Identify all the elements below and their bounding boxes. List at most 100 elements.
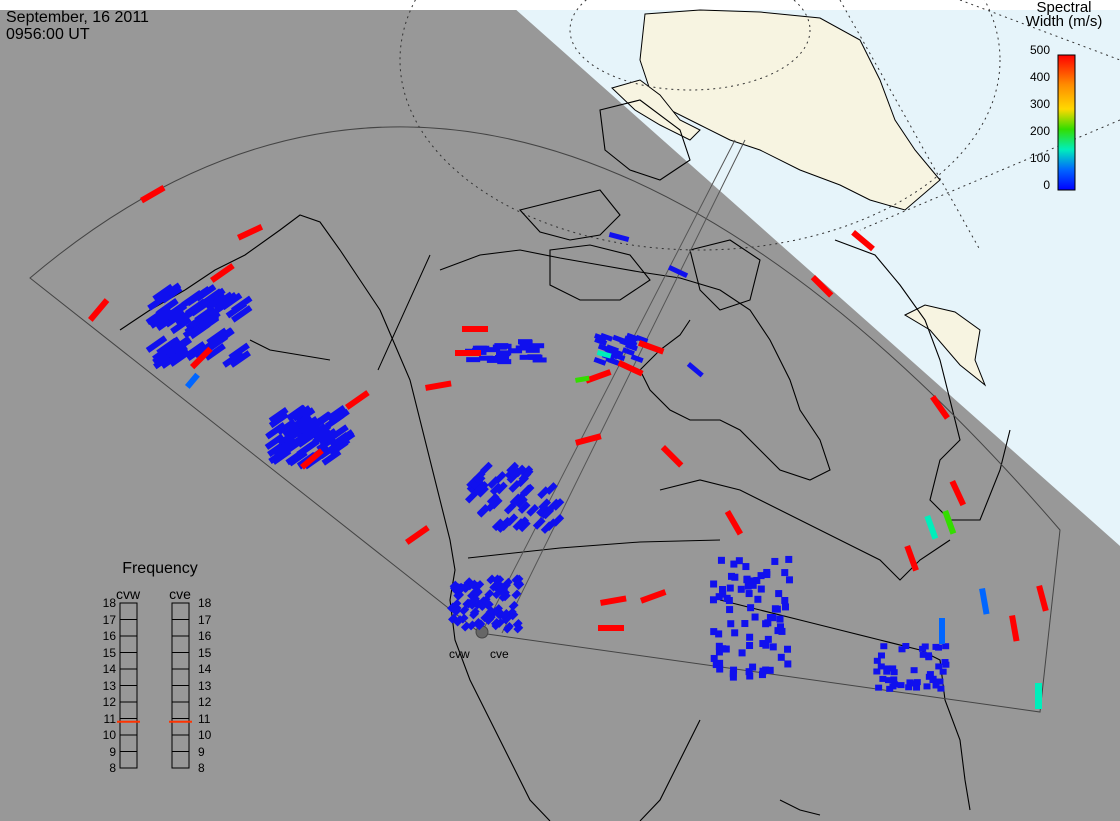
echo-cell [939,618,945,644]
echo-cell [229,350,251,368]
echo-cell [762,620,770,628]
echo-cell [637,339,665,355]
echo-cell [544,482,558,495]
echo-cell [667,264,689,278]
echo-cell [746,642,754,650]
frequency-tick: 11 [103,711,116,726]
echo-cell [276,418,297,436]
frequency-radar-cvw: cvw [115,586,141,602]
echo-cell [598,625,624,631]
echo-cell [737,585,745,593]
echo-cell [745,590,753,598]
echo-cell [508,610,519,621]
echo-cell [781,596,789,604]
colorbar-title-line2: Width (m/s) [1025,13,1103,30]
echo-cell [729,673,737,681]
echo-cell [495,609,506,620]
date-label: September, 16 2011 [6,9,149,26]
echo-cell [785,576,793,584]
echo-cell [710,628,718,636]
echo-cell [639,589,667,604]
echo-cell [921,643,929,650]
echo-cell [165,340,188,359]
echo-cell [515,345,530,351]
echo-cell [469,594,480,605]
echo-cell [630,354,644,364]
dayside-region [505,0,1120,546]
echo-cell [292,429,313,446]
echo-cell [489,496,503,510]
echo-cell [169,349,191,367]
frequency-tick: 17 [102,612,116,627]
echo-cell [451,606,462,617]
echo-cell [201,288,223,306]
echo-cell [299,438,320,456]
echo-cell [317,428,338,445]
echo-cell [715,593,723,601]
frequency-tick: 12 [102,695,116,709]
echo-cell [771,557,779,565]
echo-cell [500,608,511,619]
echo-cell [404,525,430,545]
colorbar-tick: 300 [1029,97,1050,111]
echo-cell [897,682,905,689]
echo-cell [883,668,891,675]
echo-cell [181,290,203,308]
echo-cell [486,347,501,353]
frequency-tick: 11 [198,711,211,726]
echo-cell [462,326,488,332]
echo-cell [485,606,496,617]
echo-cell [165,303,188,321]
echo-cell [742,563,750,571]
echo-cell [939,668,947,675]
echo-cell [326,404,347,422]
echo-cell [159,282,182,300]
echo-cell [880,643,888,650]
echo-cell [466,357,481,363]
echo-cell [145,335,168,353]
echo-cell [726,584,734,592]
greenland-landmass [639,9,941,211]
radar-label-cve: cve [490,647,509,661]
echo-cell [472,470,486,483]
echo-cell [936,678,944,685]
echo-cell [585,369,612,384]
echo-cell [88,298,110,322]
echo-cell [719,645,727,653]
echo-cell [749,663,757,671]
echo-cell [594,337,608,346]
echo-cell [455,350,481,356]
echo-cell [496,582,507,593]
echo-cell [225,300,248,319]
frequency-tick: 13 [198,678,212,693]
frequency-tick: 15 [198,645,212,660]
echo-cell [330,408,350,426]
echo-cell [890,676,898,683]
echo-cell [515,495,528,509]
frequency-tick: 15 [102,645,116,660]
echo-cell [502,577,513,588]
echo-cell [913,679,921,686]
echo-cell [485,611,496,622]
frequency-tick: 13 [102,678,116,693]
echo-cell [773,605,781,613]
echo-cell [329,431,350,449]
echo-cell [456,583,467,594]
echo-cell [495,355,510,361]
echo-cell [766,666,774,674]
echo-cell [764,635,772,643]
echo-cell [810,275,834,298]
echo-cell [716,665,724,673]
echo-cell [621,347,635,357]
echo-cell [296,431,317,448]
echo-cell [1009,615,1020,642]
echo-cell [505,513,519,527]
echo-cell [492,344,507,350]
echo-cell [769,643,777,651]
echo-cell [746,672,754,680]
echo-cell [532,516,546,530]
echo-cell [890,669,898,676]
echo-cell [873,657,881,664]
echo-cell [509,493,523,507]
